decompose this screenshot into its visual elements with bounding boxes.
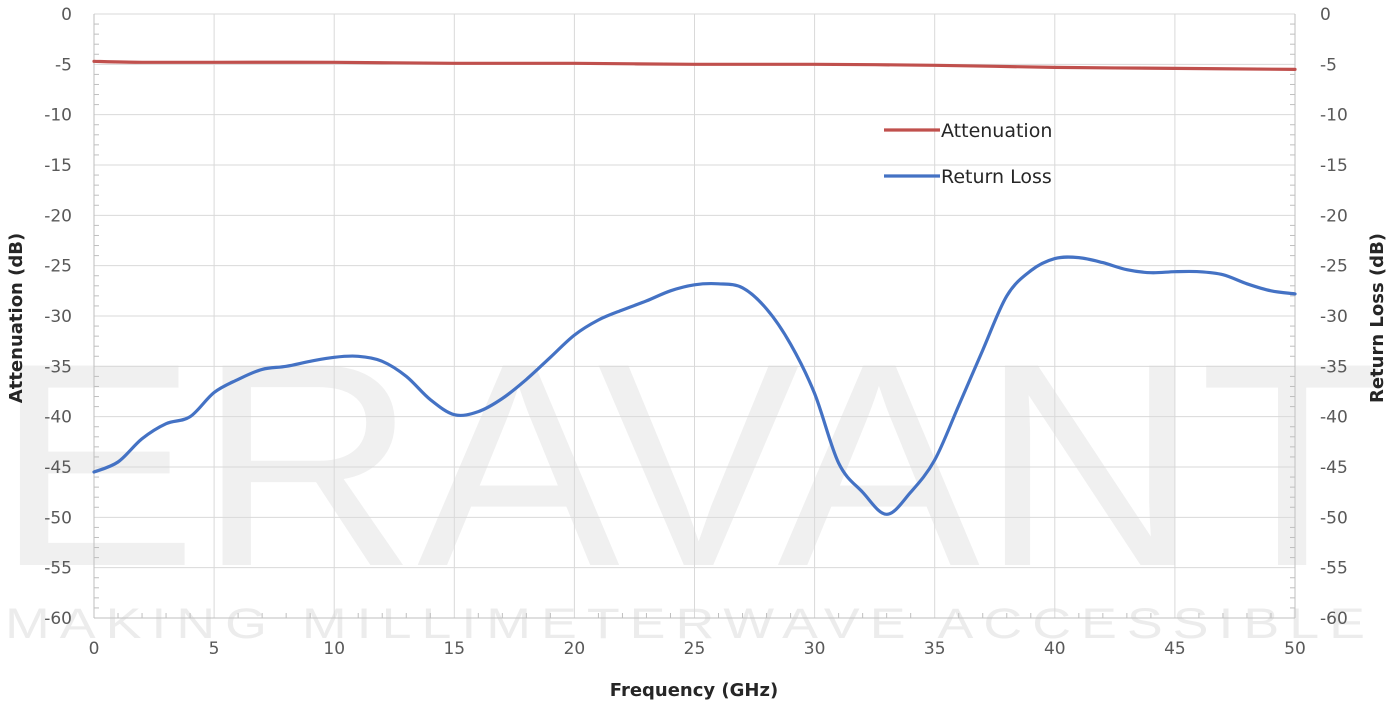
- x-tick-label: 20: [564, 639, 586, 659]
- x-tick-label: 40: [1044, 639, 1066, 659]
- legend: Attenuation Return Loss: [884, 120, 1052, 188]
- y-tick-label-left: -15: [44, 156, 72, 176]
- y-tick-label-right: 0: [1320, 5, 1331, 25]
- watermark-tagline: MAKING MILLIMETERWAVE ACCESSIBLE: [5, 600, 1375, 648]
- y-tick-label-right: -30: [1320, 307, 1348, 327]
- x-tick-label: 25: [684, 639, 706, 659]
- x-tick-label: 35: [924, 639, 946, 659]
- y-tick-label-left: -45: [44, 458, 72, 478]
- y-tick-label-left: -40: [44, 408, 72, 428]
- y-axis-right: 0 -5 -10 -15 -20 -25 -30 -35 -40 -45 -50 -55 -60: [1320, 5, 1348, 629]
- y-tick-label-left: -10: [44, 106, 72, 126]
- y-tick-label-left: -20: [44, 206, 72, 226]
- y-tick-label-right: -55: [1320, 559, 1348, 579]
- series-line-attenuation: [92, 59, 1297, 71]
- series-group: [92, 59, 1297, 516]
- watermark-logo-text: ERAVANT: [0, 303, 1385, 627]
- y-tick-label-right: -50: [1320, 508, 1348, 528]
- y-axis-right-title: Return Loss (dB): [1367, 233, 1388, 403]
- x-tick-label: 30: [804, 639, 826, 659]
- x-tick-label: 15: [443, 639, 465, 659]
- y-tick-label-left: -35: [44, 357, 72, 377]
- x-tick-label: 10: [323, 639, 345, 659]
- y-tick-label-right: -40: [1320, 408, 1348, 428]
- legend-label-return-loss: Return Loss: [941, 166, 1052, 188]
- x-tick-label: 5: [209, 639, 220, 659]
- series-line-return-loss: [92, 255, 1297, 516]
- y-tick-label-left: -30: [44, 307, 72, 327]
- legend-label-attenuation: Attenuation: [941, 120, 1052, 142]
- y-tick-label-right: -20: [1320, 206, 1348, 226]
- x-tick-label: 50: [1284, 639, 1306, 659]
- y-tick-label-left: 0: [61, 5, 72, 25]
- y-tick-label-right: -10: [1320, 106, 1348, 126]
- y-axis-left-title: Attenuation (dB): [6, 233, 27, 403]
- x-tick-label: 0: [89, 639, 100, 659]
- x-axis: 0 5 10 15 20 25 30 35 40 45 50: [89, 639, 1306, 659]
- y-tick-label-right: -45: [1320, 458, 1348, 478]
- y-tick-label-left: -55: [44, 559, 72, 579]
- watermark: ERAVANT MAKING MILLIMETERWAVE ACCESSIBLE: [0, 303, 1385, 648]
- y-tick-label-left: -60: [44, 609, 72, 629]
- y-tick-label-left: -5: [55, 55, 72, 75]
- y-tick-label-left: -50: [44, 508, 72, 528]
- plot-frame: [93, 14, 1296, 619]
- y-tick-label-right: -5: [1320, 55, 1337, 75]
- x-axis-title: Frequency (GHz): [610, 680, 778, 701]
- y-tick-label-right: -35: [1320, 357, 1348, 377]
- y-tick-label-left: -25: [44, 257, 72, 277]
- y-axis-left: 0 -5 -10 -15 -20 -25 -30 -35 -40 -45 -50 -55 -60: [44, 5, 72, 629]
- y-tick-label-right: -15: [1320, 156, 1348, 176]
- y-tick-label-right: -60: [1320, 609, 1348, 629]
- y-tick-label-right: -25: [1320, 257, 1348, 277]
- x-tick-label: 45: [1164, 639, 1186, 659]
